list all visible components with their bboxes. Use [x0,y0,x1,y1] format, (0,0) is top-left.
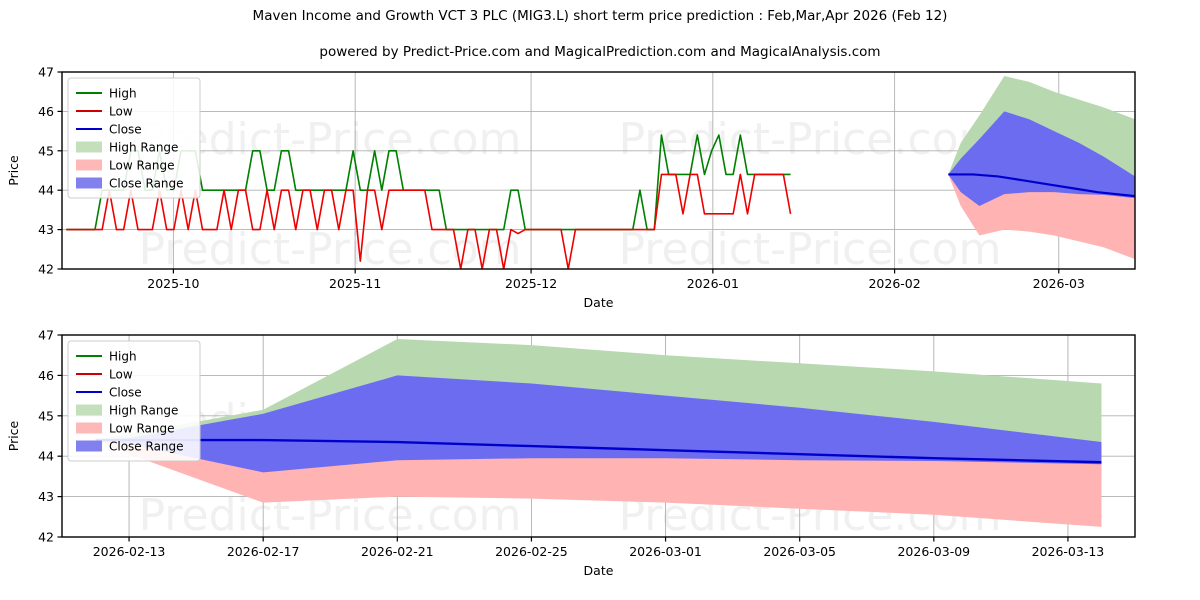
legend-label: Low Range [109,421,174,435]
legend-label: Close Range [109,176,184,190]
legend-swatch-patch [76,422,102,434]
page-title: Maven Income and Growth VCT 3 PLC (MIG3.… [252,8,948,24]
x-tick-label: 2026-02-25 [495,544,568,559]
y-axis-label: Price [6,420,21,451]
watermark-text: Predict-Price.com [619,114,1002,165]
y-tick-label: 44 [38,449,54,464]
y-tick-label: 43 [38,222,54,237]
legend-label: Close [109,385,142,399]
x-tick-label: 2026-03-01 [629,544,702,559]
watermark-text: Predict-Price.com [619,224,1002,275]
x-tick-label: 2026-02-13 [93,544,166,559]
legend: High Low Close High Range Low Range Close Ran… [67,77,201,199]
legend-label: High [109,86,137,100]
x-tick-label: 2026-02-21 [361,544,434,559]
y-tick-label: 43 [38,489,54,504]
legend-label: High [109,349,137,363]
legend-label: Close Range [109,439,184,453]
top-chart: Predict-Price.com Predict-Price.com Predic… [0,62,1200,317]
legend-label: Low Range [109,158,174,172]
y-tick-label: 47 [38,65,54,80]
top-chart-svg: Predict-Price.com Predict-Price.com Predic… [6,65,1136,310]
legend-label: Low [109,367,133,381]
x-tick-label: 2025-10 [147,276,199,291]
legend: High Low Close High Range Low Range Close Ran… [67,340,201,462]
page-subtitle: powered by Predict-Price.com and Magical… [319,44,881,60]
low-price-line [66,173,792,269]
y-axis: 42 43 44 45 46 47 [38,65,62,277]
close-price-line [948,173,1135,198]
bottom-chart: Predict-Price.comPredict-Price.comPredic… [0,325,1200,600]
axis-frame [61,334,1136,538]
x-tick-label: 2026-03-09 [897,544,970,559]
y-tick-label: 44 [38,183,54,198]
plot-area [95,339,1102,527]
x-axis: 2026-02-13 2026-02-17 2026-02-21 2026-02-25… [93,537,1105,559]
x-axis: 2025-10 2025-11 2025-12 2026-01 2026-02 2026-… [147,269,1085,291]
bottom-chart-svg: Predict-Price.comPredict-Price.comPredic… [6,328,1136,578]
x-tick-label: 2026-02 [868,276,920,291]
y-axis: 42 43 44 45 46 47 [38,328,62,545]
legend-swatch-patch [76,404,102,416]
legend-swatch-patch [76,177,102,189]
legend-label: Low [109,104,133,118]
legend-swatch-patch [76,440,102,452]
x-tick-label: 2026-03-13 [1032,544,1105,559]
axis-frame [61,71,1136,270]
x-tick-label: 2025-12 [505,276,557,291]
legend-swatch-patch [76,159,102,171]
x-tick-label: 2026-01 [687,276,739,291]
close-range-band [948,111,1135,206]
x-tick-label: 2026-02-17 [227,544,300,559]
y-axis-label: Price [6,155,21,186]
y-tick-label: 45 [38,143,54,158]
y-tick-label: 46 [38,368,54,383]
y-tick-label: 42 [38,262,54,277]
x-tick-label: 2025-11 [329,276,381,291]
watermark-text: Predict-Price.com [139,114,522,165]
y-tick-label: 47 [38,328,54,343]
x-axis-label: Date [584,563,614,578]
plot-area [66,75,1135,269]
y-tick-label: 46 [38,104,54,119]
legend-label: High Range [109,403,178,417]
y-tick-label: 45 [38,408,54,423]
legend-swatch-patch [76,141,102,153]
legend-label: Close [109,122,142,136]
close-range-band [95,375,1102,473]
legend-label: High Range [109,140,178,154]
x-axis-label: Date [584,295,614,310]
x-tick-label: 2026-03-05 [763,544,836,559]
x-tick-label: 2026-03 [1033,276,1085,291]
y-tick-label: 42 [38,530,54,545]
